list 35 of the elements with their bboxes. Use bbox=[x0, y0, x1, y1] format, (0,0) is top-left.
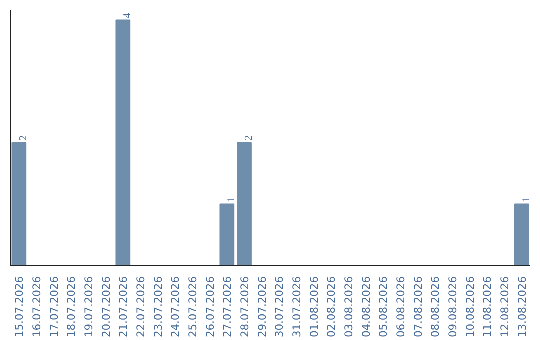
x-tick-label: 19.07.2026 bbox=[82, 276, 96, 338]
x-tick-label: 26.07.2026 bbox=[204, 276, 217, 338]
x-tick-label: 31.07.2026 bbox=[290, 276, 304, 338]
x-tick-label: 18.07.2026 bbox=[65, 276, 78, 338]
data-label: 1 bbox=[226, 196, 238, 202]
x-tick-label: 09.08.2026 bbox=[446, 276, 460, 338]
x-tick-label: 11.08.2026 bbox=[481, 276, 494, 338]
x-tick-label: 25.07.2026 bbox=[186, 276, 200, 338]
x-tick-label: 08.08.2026 bbox=[429, 276, 442, 338]
x-tick-label: 12.08.2026 bbox=[498, 276, 512, 338]
data-label: 4 bbox=[122, 12, 134, 18]
x-tick-label: 02.08.2026 bbox=[325, 276, 338, 338]
x-tick-label: 01.08.2026 bbox=[308, 276, 321, 338]
x-tick-label: 04.08.2026 bbox=[360, 276, 373, 338]
data-label: 2 bbox=[18, 136, 30, 141]
x-tick-label: 15.07.2026 bbox=[13, 276, 26, 338]
x-tick-label: 28.07.2026 bbox=[238, 276, 252, 338]
x-tick-label: 05.08.2026 bbox=[377, 276, 390, 338]
x-tick-label: 29.07.2026 bbox=[256, 276, 269, 338]
data-label: 2 bbox=[244, 136, 255, 141]
x-tick-label: 27.07.2026 bbox=[221, 276, 234, 338]
x-tick-label: 30.07.2026 bbox=[273, 276, 286, 338]
x-tick-label: 16.07.2026 bbox=[30, 276, 44, 338]
x-tick-label: 22.07.2026 bbox=[134, 276, 148, 338]
x-tick-label: 23.07.2026 bbox=[152, 276, 165, 338]
x-tick-label: 17.07.2026 bbox=[48, 276, 61, 338]
x-tick-label: 06.08.2026 bbox=[394, 276, 408, 338]
x-tick-label: 10.08.2026 bbox=[464, 276, 477, 338]
x-tick-label: 03.08.2026 bbox=[342, 276, 356, 338]
data-label: 1 bbox=[521, 196, 532, 202]
x-tick-label: 24.07.2026 bbox=[169, 276, 182, 338]
x-tick-label: 13.08.2026 bbox=[516, 276, 529, 338]
x-tick-label: 20.07.2026 bbox=[100, 276, 113, 338]
x-tick-label: 07.08.2026 bbox=[412, 276, 425, 338]
x-tick-label: 21.07.2026 bbox=[117, 276, 130, 338]
